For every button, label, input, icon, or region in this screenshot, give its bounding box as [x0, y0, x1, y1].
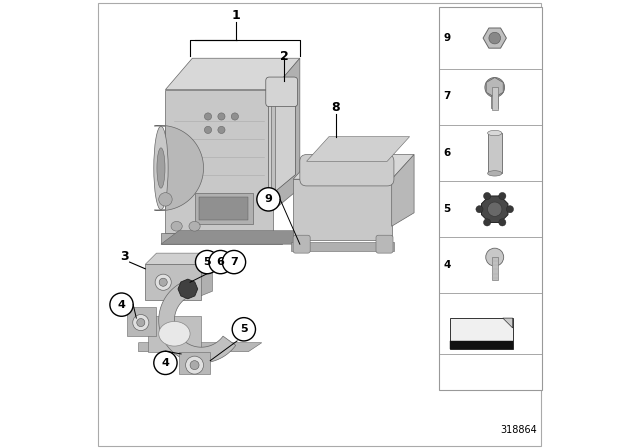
- Text: 6: 6: [443, 148, 451, 158]
- Circle shape: [489, 32, 500, 44]
- Circle shape: [159, 278, 167, 286]
- Polygon shape: [139, 343, 262, 352]
- Text: 1: 1: [232, 9, 241, 22]
- Ellipse shape: [154, 126, 168, 210]
- Circle shape: [110, 293, 133, 316]
- Circle shape: [155, 274, 172, 290]
- Ellipse shape: [189, 221, 200, 231]
- Circle shape: [231, 113, 239, 120]
- Text: 6: 6: [216, 257, 225, 267]
- Circle shape: [222, 250, 246, 274]
- Circle shape: [506, 206, 513, 213]
- Polygon shape: [159, 280, 236, 363]
- Text: 9: 9: [444, 33, 451, 43]
- Polygon shape: [392, 155, 414, 226]
- Circle shape: [257, 188, 280, 211]
- Polygon shape: [273, 58, 300, 211]
- Circle shape: [488, 202, 502, 216]
- Circle shape: [209, 250, 232, 274]
- Text: 4: 4: [161, 358, 170, 368]
- Circle shape: [137, 319, 145, 327]
- Text: 5: 5: [204, 257, 211, 267]
- Polygon shape: [202, 253, 212, 296]
- FancyBboxPatch shape: [266, 77, 298, 107]
- Text: 7: 7: [230, 257, 238, 267]
- Circle shape: [218, 126, 225, 134]
- Text: 5: 5: [240, 324, 248, 334]
- Text: 318864: 318864: [500, 425, 538, 435]
- Polygon shape: [503, 318, 513, 328]
- Text: 4: 4: [443, 260, 451, 270]
- Ellipse shape: [488, 130, 502, 136]
- FancyBboxPatch shape: [300, 155, 394, 186]
- Circle shape: [159, 193, 172, 206]
- Ellipse shape: [159, 322, 190, 346]
- FancyBboxPatch shape: [293, 235, 310, 253]
- Polygon shape: [293, 155, 414, 179]
- FancyBboxPatch shape: [439, 7, 541, 390]
- Circle shape: [232, 318, 255, 341]
- Circle shape: [499, 193, 506, 200]
- Text: 7: 7: [443, 91, 451, 101]
- Polygon shape: [154, 125, 204, 211]
- Polygon shape: [271, 99, 275, 197]
- Polygon shape: [145, 264, 202, 300]
- Polygon shape: [165, 58, 300, 90]
- Circle shape: [218, 113, 225, 120]
- Text: 5: 5: [443, 204, 451, 214]
- Circle shape: [499, 219, 506, 226]
- Text: 8: 8: [332, 101, 340, 114]
- Polygon shape: [450, 341, 513, 349]
- Polygon shape: [293, 179, 392, 240]
- Polygon shape: [492, 257, 498, 280]
- Polygon shape: [307, 137, 410, 161]
- Circle shape: [186, 356, 204, 374]
- Polygon shape: [269, 81, 296, 197]
- Circle shape: [486, 248, 504, 266]
- Circle shape: [154, 351, 177, 375]
- Polygon shape: [165, 90, 273, 233]
- Polygon shape: [179, 352, 210, 374]
- Text: 9: 9: [264, 194, 273, 204]
- Text: 3: 3: [120, 250, 129, 263]
- FancyBboxPatch shape: [376, 235, 393, 253]
- Polygon shape: [127, 307, 157, 336]
- Circle shape: [485, 78, 504, 97]
- Polygon shape: [148, 316, 202, 352]
- Polygon shape: [450, 318, 513, 349]
- Polygon shape: [195, 193, 253, 224]
- Circle shape: [484, 193, 491, 200]
- Circle shape: [204, 126, 212, 134]
- Polygon shape: [199, 197, 248, 220]
- Polygon shape: [161, 231, 309, 244]
- Polygon shape: [291, 242, 394, 251]
- Text: 2: 2: [280, 49, 289, 63]
- Polygon shape: [145, 253, 212, 264]
- Polygon shape: [161, 233, 282, 244]
- Circle shape: [132, 314, 149, 331]
- Circle shape: [204, 113, 212, 120]
- Polygon shape: [492, 87, 498, 110]
- Polygon shape: [488, 133, 502, 173]
- Text: 4: 4: [118, 300, 125, 310]
- Polygon shape: [491, 87, 499, 108]
- Circle shape: [476, 206, 483, 213]
- Ellipse shape: [157, 148, 165, 188]
- Circle shape: [195, 250, 219, 274]
- Circle shape: [484, 219, 491, 226]
- Ellipse shape: [171, 221, 182, 231]
- Ellipse shape: [488, 171, 502, 176]
- Circle shape: [190, 361, 199, 370]
